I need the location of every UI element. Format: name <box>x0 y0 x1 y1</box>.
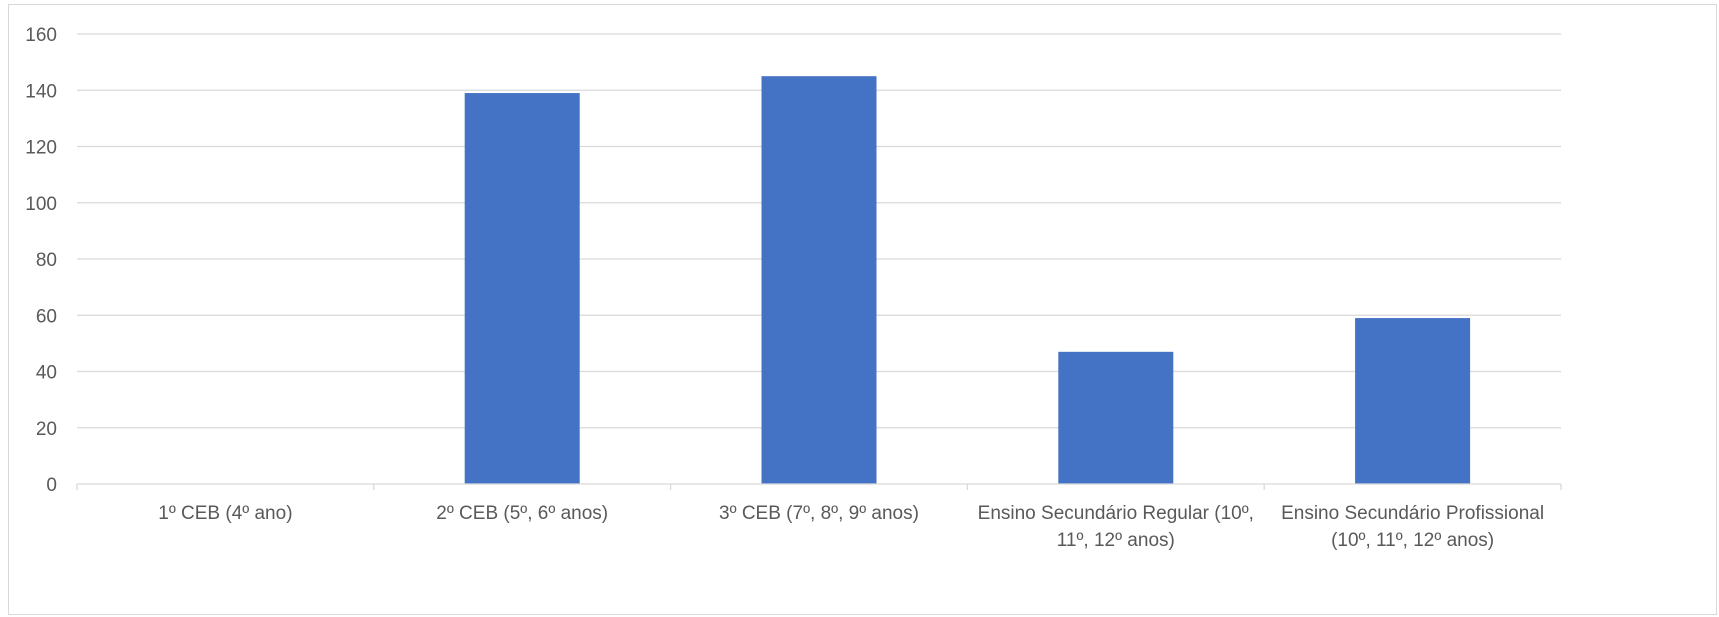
x-category-label: Ensino Secundário Profissional (10º, 11º,… <box>1281 503 1544 551</box>
y-tick-label: 80 <box>36 250 57 271</box>
y-tick-label: 40 <box>36 363 57 384</box>
bar <box>1058 351 1174 484</box>
x-category-label: 2º CEB (5º, 6º anos) <box>436 503 608 524</box>
y-tick-label: 160 <box>25 25 57 46</box>
bar <box>1355 318 1471 484</box>
x-category-label: Ensino Secundário Regular (10º, 11º, 12º … <box>978 503 1254 551</box>
bars <box>464 76 1471 484</box>
y-tick-label: 120 <box>25 138 57 159</box>
bar-chart: 0 20 40 60 80 100 120 140 160 1º CEB (4º ano) 2º … <box>25 25 1562 551</box>
y-tick-label: 140 <box>25 81 57 102</box>
y-tick-label: 100 <box>25 194 57 215</box>
bar <box>761 76 877 484</box>
x-category-label: 3º CEB (7º, 8º, 9º anos) <box>719 503 919 524</box>
x-axis <box>76 483 1562 490</box>
y-tick-label: 20 <box>36 419 57 440</box>
y-tick-label: 0 <box>46 475 57 496</box>
x-axis-category-labels: 1º CEB (4º ano) 2º CEB (5º, 6º anos) 3º CE… <box>158 503 1544 551</box>
y-axis-tick-labels: 0 20 40 60 80 100 120 140 160 <box>25 25 57 496</box>
y-tick-label: 60 <box>36 306 57 327</box>
x-category-label: 1º CEB (4º ano) <box>158 503 292 524</box>
bar <box>464 93 580 484</box>
chart-frame: 0 20 40 60 80 100 120 140 160 1º CEB (4º ano) 2º … <box>8 4 1717 615</box>
